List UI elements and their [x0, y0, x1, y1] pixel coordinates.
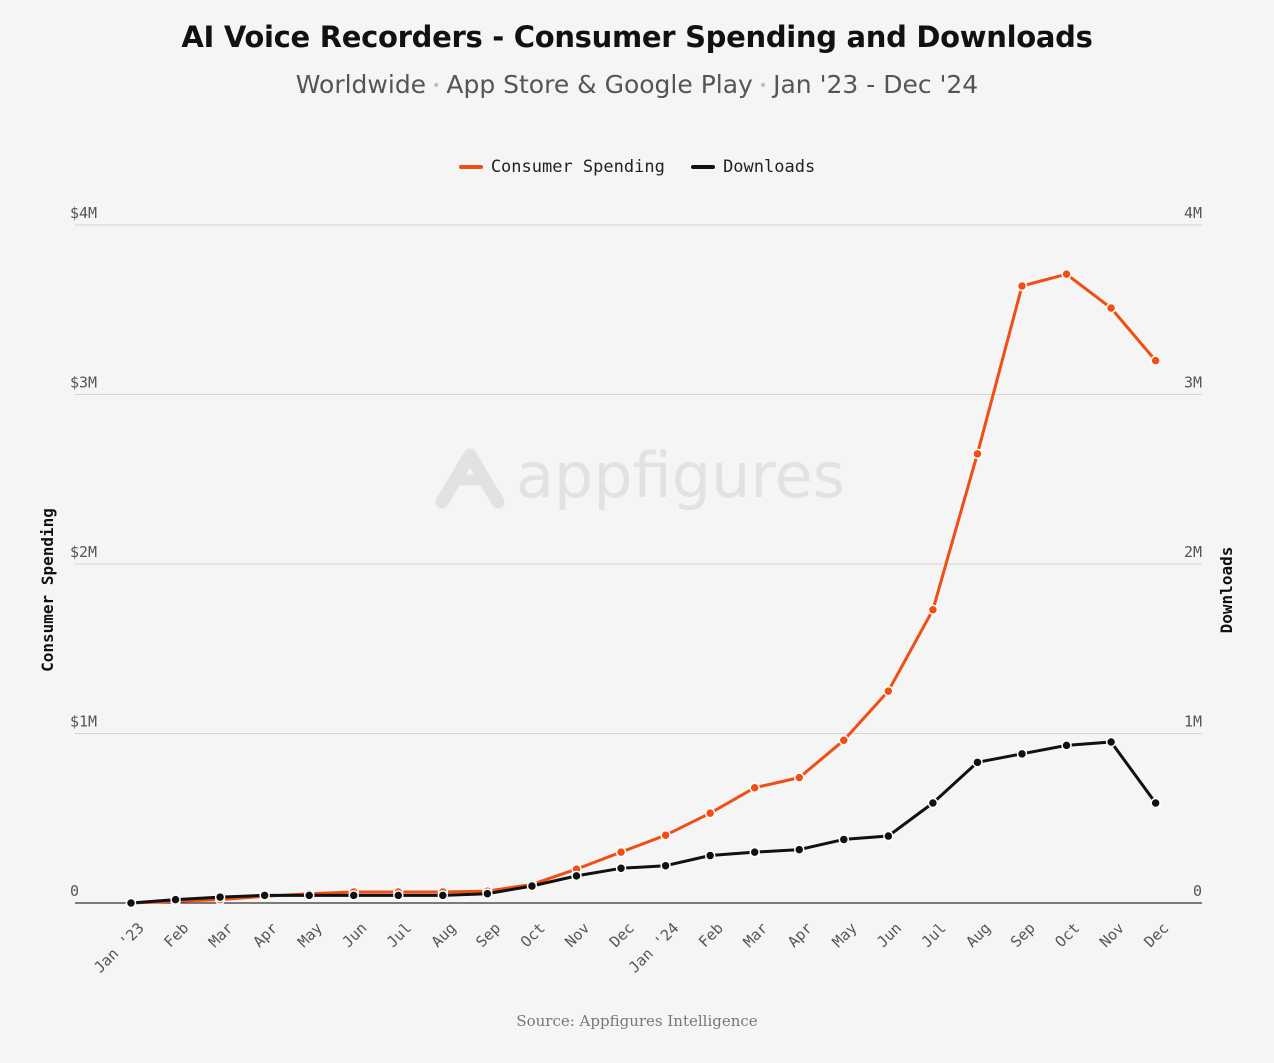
data-point-downloads — [259, 890, 270, 901]
chart-title: AI Voice Recorders - Consumer Spending a… — [181, 20, 1093, 54]
left-y-tick-label: 0 — [70, 882, 79, 900]
legend-swatch-consumer-spending — [458, 165, 483, 169]
data-point-consumer-spending — [704, 807, 716, 819]
subtitle-separator-dot: • — [758, 78, 768, 94]
x-tick-label: Nov — [1096, 919, 1128, 951]
data-point-downloads — [883, 830, 894, 842]
data-point-downloads — [303, 890, 315, 901]
data-point-consumer-spending — [794, 772, 805, 783]
data-point-consumer-spending — [615, 846, 627, 858]
x-tick-label: Mar — [740, 919, 772, 951]
data-point-downloads — [482, 888, 493, 899]
data-point-downloads — [214, 891, 226, 903]
appfigures-logo-icon — [435, 448, 505, 509]
data-point-consumer-spending — [1105, 302, 1117, 314]
data-point-consumer-spending — [972, 448, 983, 460]
left-y-tick-label: $3M — [70, 374, 97, 392]
left-y-tick-label: $1M — [70, 713, 97, 731]
data-point-downloads — [615, 863, 627, 874]
legend-swatch-downloads — [691, 165, 716, 169]
x-tick-label: Jan '23 — [90, 919, 147, 976]
series-line-downloads — [129, 740, 1158, 905]
data-point-consumer-spending — [1061, 268, 1072, 280]
chart-legend: Consumer Spending Downloads — [0, 154, 1274, 177]
x-tick-label: Aug — [962, 919, 994, 951]
legend-item-downloads[interactable]: Downloads — [691, 157, 815, 177]
right-y-tick-label: 2M — [1184, 543, 1202, 561]
subtitle-date-range: Jan '23 - Dec '24 — [773, 70, 979, 99]
data-point-downloads — [1016, 748, 1028, 760]
appfigures-watermark: appfigures — [435, 439, 845, 512]
data-point-downloads — [393, 890, 404, 901]
x-tick-label: Dec — [1141, 919, 1173, 951]
right-y-tick-label: 1M — [1184, 713, 1202, 731]
data-point-consumer-spending — [660, 829, 671, 841]
legend-item-consumer-spending[interactable]: Consumer Spending — [458, 157, 665, 177]
left-y-axis-title: Consumer Spending — [38, 508, 57, 672]
x-tick-label: Apr — [250, 919, 282, 951]
left-y-tick-label: $2M — [70, 543, 97, 561]
right-y-tick-label: 0 — [1193, 882, 1202, 900]
data-point-downloads — [749, 846, 760, 858]
x-tick-label: Jul — [383, 919, 415, 951]
left-y-axis: 0 $1M $2M $3M $4M Consumer Spending — [38, 204, 97, 900]
x-tick-label: Sep — [1007, 919, 1039, 951]
x-tick-label: Jun — [339, 919, 371, 951]
data-point-downloads — [660, 860, 671, 871]
data-point-downloads — [437, 890, 449, 901]
data-point-consumer-spending — [1150, 355, 1161, 366]
x-tick-label: Feb — [695, 919, 727, 951]
data-point-downloads — [1105, 736, 1117, 748]
data-point-downloads — [1150, 797, 1161, 809]
data-point-downloads — [125, 897, 137, 909]
subtitle-separator-dot: • — [432, 78, 441, 94]
data-point-downloads — [1061, 740, 1072, 751]
right-y-axis-title: Downloads — [1217, 547, 1236, 634]
right-y-tick-label: 3M — [1184, 374, 1202, 392]
data-point-consumer-spending — [927, 604, 939, 616]
data-point-downloads — [526, 880, 538, 892]
data-point-downloads — [348, 890, 359, 901]
chart-gridlines — [75, 224, 1202, 904]
data-point-downloads — [704, 850, 716, 861]
x-tick-label: Sep — [472, 919, 504, 951]
subtitle-region: Worldwide — [295, 70, 427, 99]
x-tick-label: May — [829, 919, 861, 951]
legend-label-downloads: Downloads — [723, 157, 816, 177]
chart-subtitle: Worldwide • App Store & Google Play • Jan '2… — [0, 70, 1274, 99]
data-point-downloads — [972, 757, 983, 768]
right-y-axis: 0 1M 2M 3M 4M Downloads — [1184, 204, 1236, 900]
x-tick-label: Oct — [517, 919, 549, 951]
data-point-downloads — [927, 797, 939, 809]
x-tick-label: May — [294, 919, 326, 951]
appfigures-watermark-text: appfigures — [516, 439, 845, 512]
left-y-tick-label: $4M — [70, 204, 97, 222]
x-tick-label: Dec — [606, 919, 638, 951]
x-tick-label: Jul — [918, 919, 950, 951]
legend-label-consumer-spending: Consumer Spending — [490, 157, 665, 177]
data-point-consumer-spending — [883, 685, 894, 697]
data-point-downloads — [838, 834, 850, 845]
series-line-consumer-spending — [129, 272, 1158, 905]
data-point-downloads — [170, 894, 181, 905]
x-tick-label: Feb — [160, 919, 192, 951]
data-point-consumer-spending — [838, 735, 850, 746]
chart-source: Source: Appfigures Intelligence — [516, 1012, 758, 1030]
x-tick-label: Aug — [428, 919, 460, 951]
subtitle-stores: App Store & Google Play — [446, 70, 753, 99]
chart-series — [125, 268, 1161, 909]
right-y-tick-label: 4M — [1184, 204, 1202, 222]
x-tick-label: Mar — [205, 919, 237, 951]
data-point-consumer-spending — [1016, 280, 1028, 292]
x-tick-label: Nov — [561, 919, 593, 951]
data-point-consumer-spending — [749, 782, 760, 793]
x-tick-label: Oct — [1051, 919, 1083, 951]
data-point-downloads — [571, 870, 582, 882]
x-axis: Jan '23 Feb Mar Apr May Jun Jul Aug Sep Oct Nov Dec… — [90, 919, 1172, 976]
x-tick-label: Apr — [784, 919, 816, 951]
x-tick-label: Jun — [873, 919, 905, 951]
data-point-downloads — [794, 844, 805, 855]
